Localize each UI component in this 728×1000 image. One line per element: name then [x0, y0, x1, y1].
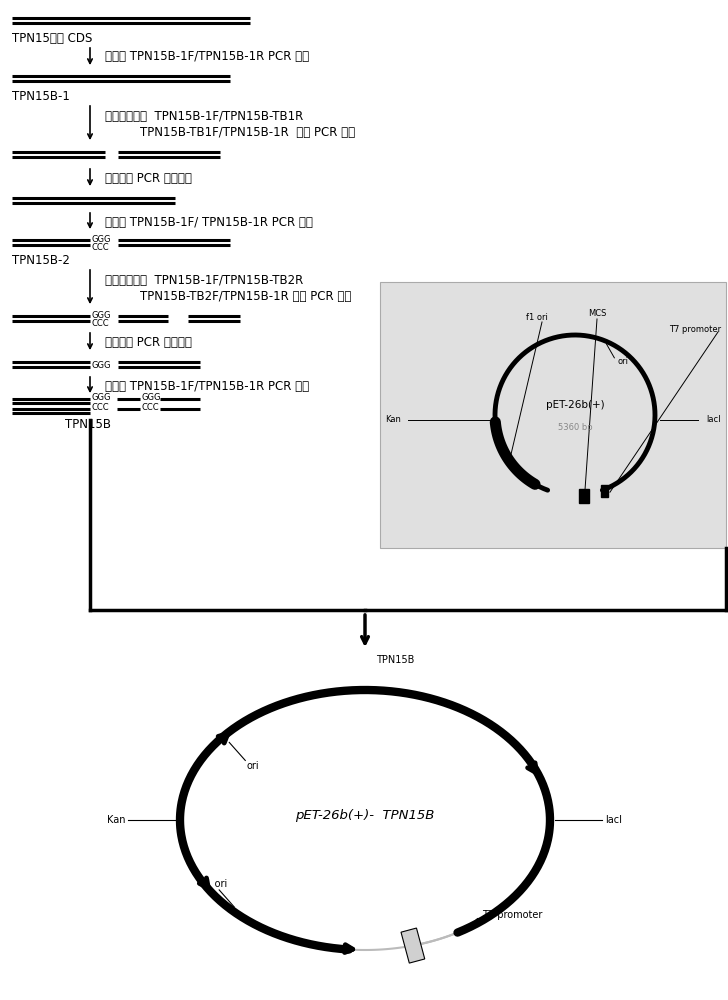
- Text: T7 promoter: T7 promoter: [669, 326, 721, 334]
- Text: TPN15B-TB2F/TPN15B-1R 进行 PCR 扩增: TPN15B-TB2F/TPN15B-1R 进行 PCR 扩增: [140, 290, 352, 302]
- Text: f1 ori: f1 ori: [526, 312, 548, 322]
- Text: GGG: GGG: [142, 393, 162, 402]
- Text: f1 ori: f1 ori: [202, 879, 227, 889]
- Text: GGG: GGG: [92, 360, 111, 369]
- Text: CCC: CCC: [142, 403, 159, 412]
- Text: 以上两个 PCR 产物搨链: 以上两个 PCR 产物搨链: [105, 172, 192, 184]
- Text: CCC: CCC: [92, 403, 110, 412]
- Text: TPN15B-2: TPN15B-2: [12, 253, 70, 266]
- Text: TPN15B-1: TPN15B-1: [12, 90, 70, 103]
- Text: lacI: lacI: [605, 815, 622, 825]
- Text: pET-26b(+): pET-26b(+): [546, 400, 604, 410]
- Text: TPN15B: TPN15B: [65, 418, 111, 430]
- Text: TPN15B: TPN15B: [376, 655, 414, 665]
- Text: lacI: lacI: [706, 416, 721, 424]
- Text: T7 promoter: T7 promoter: [483, 910, 543, 920]
- Text: GGG: GGG: [92, 234, 111, 243]
- Text: 用引物 TPN15B-1F/TPN15B-1R PCR 扩增: 用引物 TPN15B-1F/TPN15B-1R PCR 扩增: [105, 379, 309, 392]
- Polygon shape: [401, 928, 424, 963]
- Text: 5360 bp: 5360 bp: [558, 422, 593, 432]
- Text: pET-26b(+)-  TPN15B: pET-26b(+)- TPN15B: [296, 808, 435, 822]
- Text: GGG: GGG: [92, 310, 111, 320]
- Text: ori: ori: [247, 761, 260, 771]
- Text: 分别用引物：  TPN15B-1F/TPN15B-TB1R: 分别用引物： TPN15B-1F/TPN15B-TB1R: [105, 109, 304, 122]
- Text: Kan: Kan: [385, 416, 401, 424]
- Text: GGG: GGG: [92, 393, 111, 402]
- Text: CCC: CCC: [92, 242, 110, 251]
- FancyBboxPatch shape: [380, 282, 726, 548]
- Text: 用引物 TPN15B-1F/TPN15B-1R PCR 扩增: 用引物 TPN15B-1F/TPN15B-1R PCR 扩增: [105, 50, 309, 64]
- Text: TPN15B-TB1F/TPN15B-1R  进行 PCR 扩增: TPN15B-TB1F/TPN15B-1R 进行 PCR 扩增: [140, 125, 355, 138]
- Text: CCC: CCC: [92, 318, 110, 328]
- Text: 用引物 TPN15B-1F/ TPN15B-1R PCR 扩增: 用引物 TPN15B-1F/ TPN15B-1R PCR 扩增: [105, 216, 313, 229]
- Text: 分别用引物：  TPN15B-1F/TPN15B-TB2R: 分别用引物： TPN15B-1F/TPN15B-TB2R: [105, 273, 304, 286]
- Text: TPN15全长 CDS: TPN15全长 CDS: [12, 31, 92, 44]
- Text: MCS: MCS: [587, 308, 606, 318]
- Text: ori: ori: [617, 357, 628, 366]
- Bar: [579, 489, 589, 503]
- Text: Kan: Kan: [106, 815, 125, 825]
- Text: 以上两个 PCR 产物搨链: 以上两个 PCR 产物搨链: [105, 336, 192, 349]
- Bar: [601, 485, 608, 497]
